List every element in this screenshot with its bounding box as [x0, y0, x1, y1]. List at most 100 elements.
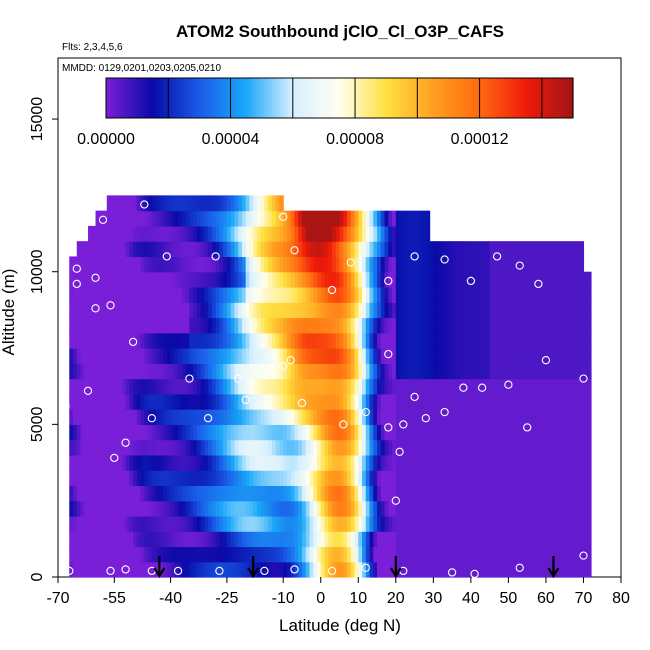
heatmap-cell: [260, 439, 266, 456]
heatmap-cell: [204, 531, 209, 548]
colorbar-segment: [347, 78, 351, 118]
heatmap-cell: [271, 317, 277, 334]
heatmap-cell: [395, 546, 401, 563]
heatmap-cell: [534, 302, 540, 319]
heatmap-cell: [260, 424, 266, 441]
heatmap-cell: [523, 409, 528, 425]
heatmap-cell: [339, 225, 344, 242]
heatmap-cell: [260, 210, 266, 227]
heatmap-cell: [69, 439, 74, 456]
heatmap-cell: [148, 485, 153, 502]
heatmap-cell: [572, 424, 577, 441]
heatmap-cell: [542, 241, 547, 258]
heatmap-cell: [245, 363, 251, 380]
heatmap-cell: [260, 515, 266, 532]
heatmap-cell: [418, 454, 423, 471]
heatmap-cell: [508, 363, 513, 380]
heatmap-cell: [249, 210, 254, 227]
heatmap-cell: [493, 561, 498, 578]
heatmap-cell: [388, 439, 393, 456]
heatmap-cell: [459, 470, 464, 487]
heatmap-cell: [373, 546, 378, 563]
heatmap-cell: [140, 348, 145, 364]
heatmap-cell: [238, 271, 243, 288]
heatmap-cell: [91, 424, 97, 441]
heatmap-cell: [403, 348, 408, 364]
heatmap-cell: [373, 515, 378, 532]
heatmap-cell: [354, 546, 359, 563]
heatmap-cell: [271, 485, 277, 502]
heatmap-cell: [114, 225, 119, 242]
heatmap-cell: [354, 561, 359, 578]
heatmap-cell: [99, 500, 104, 517]
colorbar-segment: [414, 78, 418, 118]
heatmap-cell: [200, 332, 205, 349]
heatmap-cell: [181, 424, 187, 441]
heatmap-cell: [84, 241, 89, 258]
heatmap-cell: [174, 225, 179, 242]
heatmap-cell: [309, 470, 314, 487]
heatmap-cell: [399, 515, 404, 532]
heatmap-cell: [283, 302, 288, 319]
heatmap-cell: [414, 409, 419, 425]
heatmap-cell: [538, 470, 543, 487]
heatmap-cell: [271, 470, 277, 487]
heatmap-cell: [493, 393, 498, 410]
heatmap-cell: [384, 210, 389, 227]
heatmap-cell: [485, 317, 491, 334]
heatmap-cell: [88, 317, 93, 334]
heatmap-cell: [189, 225, 194, 242]
heatmap-cell: [388, 561, 393, 578]
heatmap-cell: [583, 500, 588, 517]
heatmap-cell: [444, 546, 449, 563]
heatmap-cell: [264, 454, 269, 471]
heatmap-cell: [339, 515, 344, 532]
heatmap-cell: [256, 561, 262, 578]
heatmap-cell: [422, 363, 427, 380]
heatmap-cell: [88, 332, 93, 349]
heatmap-cell: [144, 424, 149, 441]
heatmap-cell: [365, 439, 371, 456]
heatmap-cell: [384, 241, 389, 258]
heatmap-cell: [320, 256, 326, 273]
heatmap-cell: [211, 302, 217, 319]
heatmap-cell: [121, 378, 127, 395]
heatmap-cell: [459, 500, 464, 517]
heatmap-cell: [324, 515, 329, 532]
heatmap-cell: [136, 454, 142, 471]
heatmap-cell: [125, 531, 130, 548]
heatmap-cell: [238, 241, 243, 258]
heatmap-cell: [399, 424, 404, 441]
heatmap-cell: [185, 241, 190, 258]
colorbar-segment: [163, 78, 167, 118]
heatmap-cell: [339, 302, 344, 319]
heatmap-cell: [545, 256, 551, 273]
heatmap-cell: [395, 317, 401, 334]
heatmap-cell: [155, 409, 160, 425]
heatmap-cell: [335, 302, 341, 319]
heatmap-cell: [410, 225, 416, 242]
heatmap-cell: [226, 271, 232, 288]
heatmap-cell: [373, 470, 378, 487]
observation-point: [185, 374, 194, 383]
heatmap-cell: [88, 241, 93, 258]
heatmap-cell: [163, 210, 168, 227]
heatmap-cell: [84, 302, 89, 319]
heatmap-cell: [170, 439, 175, 456]
heatmap-cell: [519, 393, 525, 410]
heatmap-cell: [377, 393, 382, 410]
heatmap-cell: [125, 500, 130, 517]
heatmap-cell: [463, 286, 468, 303]
heatmap-cell: [362, 531, 367, 548]
heatmap-cell: [144, 546, 149, 563]
colorbar-segment: [399, 78, 403, 118]
heatmap-cell: [151, 348, 157, 364]
heatmap-cell: [425, 286, 431, 303]
heatmap-cell: [515, 393, 521, 410]
heatmap-cell: [114, 332, 119, 349]
heatmap-cell: [377, 210, 382, 227]
heatmap-cell: [504, 302, 509, 319]
heatmap-cell: [373, 531, 378, 548]
heatmap-cell: [193, 210, 198, 227]
colorbar-border: [105, 77, 574, 119]
